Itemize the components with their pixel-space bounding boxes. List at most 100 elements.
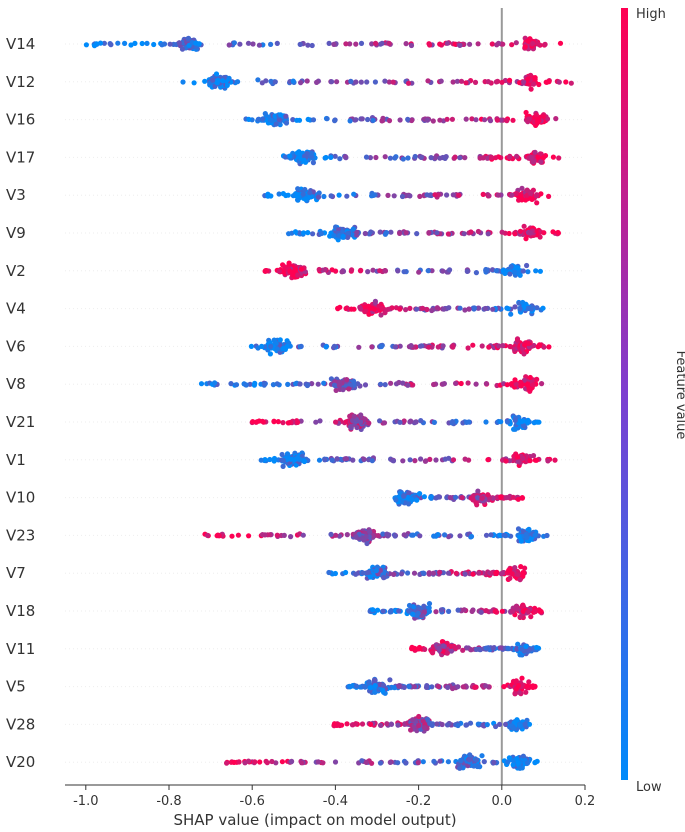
- shap-point-v6: [536, 342, 543, 348]
- shap-point-v12: [255, 77, 261, 83]
- shap-point-v18: [426, 601, 433, 607]
- shap-point-v23: [229, 533, 235, 539]
- shap-point-v4: [429, 307, 435, 314]
- shap-point-v9: [362, 230, 368, 237]
- shap-point-v23: [353, 534, 359, 540]
- shap-point-v14: [475, 41, 481, 47]
- shap-point-v1: [442, 456, 448, 462]
- shap-point-v20: [458, 758, 464, 764]
- shap-point-v17: [457, 155, 463, 161]
- shap-point-v7: [326, 569, 332, 576]
- shap-point-v10: [474, 495, 481, 501]
- shap-point-v4: [525, 305, 531, 312]
- shap-point-v28: [388, 721, 394, 727]
- shap-point-v3: [344, 193, 350, 199]
- shap-point-v16: [268, 117, 275, 123]
- shap-point-v16: [283, 113, 289, 119]
- shap-point-v28: [368, 721, 374, 728]
- shap-point-v12: [334, 79, 340, 85]
- shap-point-v20: [515, 760, 521, 766]
- shap-point-v14: [542, 41, 548, 48]
- shap-point-v8: [304, 382, 310, 389]
- shap-point-v7: [462, 571, 468, 577]
- shap-point-v23: [442, 532, 448, 538]
- shap-point-v9: [318, 230, 324, 237]
- shap-point-v28: [429, 722, 435, 729]
- shap-point-v18: [396, 608, 402, 614]
- shap-point-v7: [398, 571, 405, 577]
- shap-point-v5: [353, 683, 359, 689]
- shap-point-v11: [525, 647, 531, 653]
- shap-point-v10: [447, 495, 453, 501]
- shap-point-v16: [347, 118, 353, 124]
- shap-point-v4: [368, 305, 374, 311]
- shap-point-v16: [278, 112, 284, 118]
- shap-point-v16: [494, 117, 500, 123]
- feature-label-v16: V16: [6, 111, 35, 129]
- shap-point-v2: [507, 271, 513, 277]
- shap-point-v21: [520, 418, 526, 424]
- shap-point-v6: [450, 344, 456, 350]
- shap-point-v6: [267, 351, 273, 357]
- shap-point-v10: [393, 497, 399, 503]
- shap-point-v16: [526, 116, 533, 122]
- shap-point-v3: [523, 197, 529, 203]
- shap-point-v2: [377, 268, 383, 274]
- shap-point-v17: [530, 159, 537, 165]
- shap-point-v21: [466, 419, 472, 425]
- shap-point-v21: [512, 417, 518, 423]
- shap-point-v14: [256, 42, 262, 48]
- shap-point-v5: [411, 684, 418, 690]
- shap-point-v8: [458, 380, 464, 387]
- shap-point-v16: [324, 116, 330, 122]
- shap-point-v14: [489, 41, 495, 47]
- shap-point-v4: [471, 305, 477, 311]
- shap-point-v8: [431, 381, 437, 388]
- shap-point-v4: [482, 305, 488, 312]
- shap-point-v17: [514, 153, 520, 159]
- shap-point-v20: [532, 760, 538, 766]
- shap-point-v18: [421, 603, 427, 609]
- shap-point-v20: [524, 760, 531, 766]
- shap-point-v11: [448, 643, 454, 650]
- shap-point-v3: [529, 196, 535, 202]
- shap-point-v4: [397, 306, 403, 312]
- shap-point-v2: [357, 268, 364, 274]
- shap-point-v14: [530, 40, 536, 46]
- shap-point-v14: [115, 40, 121, 46]
- shap-point-v20: [288, 759, 294, 765]
- shap-point-v14: [176, 40, 182, 46]
- shap-point-v17: [432, 155, 438, 161]
- shap-point-v5: [501, 684, 507, 690]
- shap-point-v2: [447, 267, 453, 273]
- data-points: [83, 35, 574, 771]
- shap-point-v5: [346, 683, 352, 689]
- shap-point-v7: [512, 565, 518, 571]
- shap-point-v3: [424, 192, 430, 198]
- shap-point-v12: [563, 79, 569, 85]
- shap-point-v7: [426, 570, 432, 576]
- shap-point-v18: [406, 602, 413, 609]
- shap-point-v12: [372, 79, 378, 85]
- shap-point-v2: [349, 267, 355, 273]
- shap-point-v5: [512, 691, 518, 697]
- shap-point-v2: [316, 266, 322, 273]
- shap-point-v1: [515, 454, 521, 460]
- shap-point-v9: [403, 230, 409, 236]
- row-guides: [65, 43, 585, 763]
- shap-point-v20: [224, 760, 230, 766]
- shap-point-v2: [512, 269, 518, 275]
- shap-point-v6: [522, 342, 528, 348]
- shap-point-v8: [340, 387, 346, 393]
- shap-point-v4: [446, 305, 452, 311]
- shap-point-v10: [519, 495, 525, 501]
- shap-point-v18: [483, 608, 489, 614]
- shap-point-v2: [502, 270, 508, 276]
- shap-point-v28: [475, 721, 481, 727]
- shap-point-v21: [351, 413, 357, 419]
- shap-point-v16: [379, 118, 385, 124]
- shap-point-v23: [515, 526, 522, 532]
- shap-point-v14: [167, 41, 173, 47]
- shap-point-v16: [272, 113, 278, 119]
- shap-point-v16: [553, 116, 559, 122]
